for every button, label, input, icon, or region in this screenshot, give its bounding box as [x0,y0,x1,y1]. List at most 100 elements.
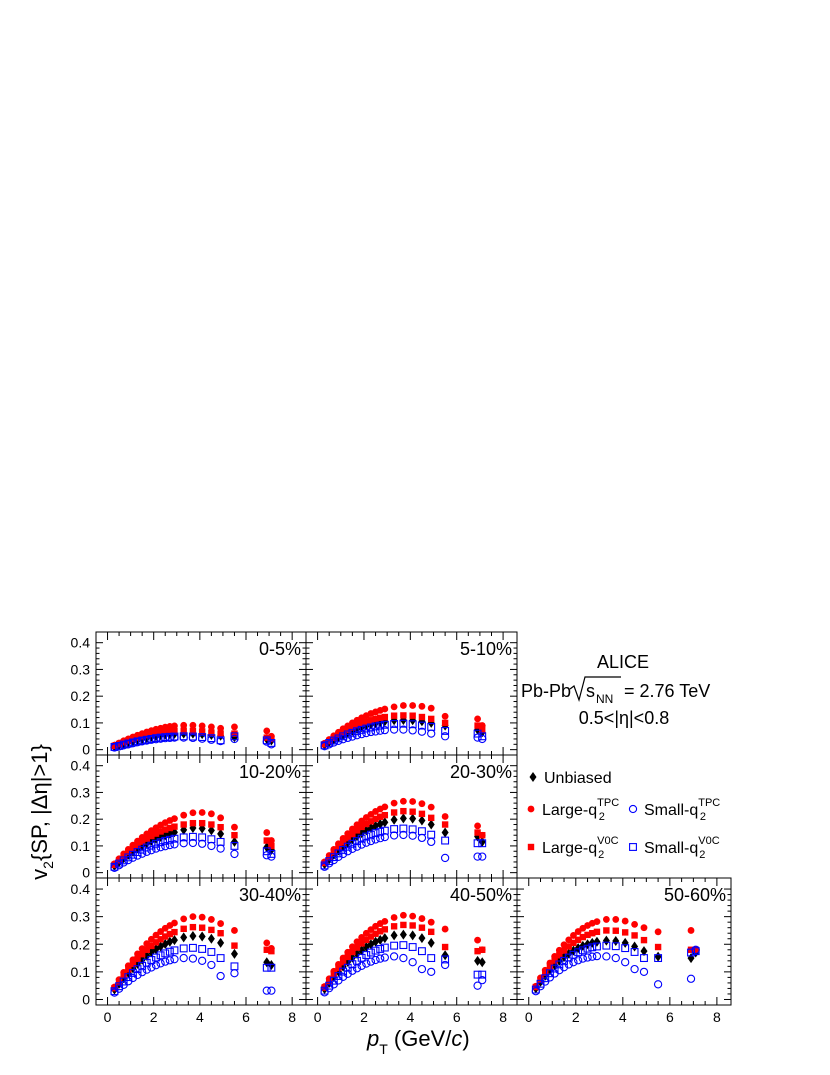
data-point [349,948,356,956]
legend-label: Small-qTPC 2 [644,797,720,823]
data-point [165,947,174,956]
data-point [565,936,573,944]
data-point [478,852,487,861]
data-point [478,831,486,839]
data-point [152,953,160,962]
data-point [262,847,271,856]
data-point [129,956,137,964]
data-point [170,946,179,955]
data-point [427,704,435,712]
svg-text:v2{SP, |Δη|>1}: v2{SP, |Δη|>1} [27,744,56,880]
data-point [147,963,156,972]
data-point [156,734,165,743]
data-point [180,915,188,923]
data-point [441,950,449,961]
legend-entry: Unbiased [529,770,612,787]
data-point [216,844,225,853]
data-point [348,728,357,737]
data-point [357,953,366,962]
data-point [230,732,239,741]
data-point [474,822,481,830]
data-point [478,722,486,729]
data-point [621,937,629,948]
data-point [207,933,215,944]
data-point [358,940,365,947]
data-point [687,927,695,934]
data-point [231,730,238,737]
data-point [541,974,550,983]
data-point [362,929,370,937]
data-point [545,969,554,978]
data-point [138,967,147,977]
data-point [593,936,601,947]
data-point [142,843,151,852]
data-point [147,846,156,855]
data-point [441,712,449,720]
y-tick-label: 0.2 [71,811,91,827]
experiment-label: ALICE [597,652,649,672]
data-point [376,813,384,820]
data-point [334,852,343,862]
sqrt-symbol [569,676,621,703]
data-point [198,924,206,931]
data-point [381,926,389,933]
centrality-label: 50-60% [664,885,726,905]
x-axis-title: pT (GeV/c) [366,1026,470,1057]
data-point [592,951,602,961]
legend-label: Small-qV0C 2 [644,835,720,861]
data-point [110,743,119,752]
data-point [165,956,174,965]
panel-20-30-pct: 20-30% [305,754,518,879]
data-point [152,931,160,939]
data-point [380,943,389,952]
data-point [170,834,179,843]
data-point [339,835,347,842]
series-small-tpc [110,733,276,752]
data-point [230,849,239,859]
data-point [536,982,545,991]
data-point [441,955,450,964]
data-point [380,725,389,735]
data-point [349,830,356,838]
data-point [372,815,379,823]
data-point [128,853,138,862]
data-point [329,738,338,747]
series-small-tpc [320,952,487,997]
data-point [362,951,371,959]
data-point [357,961,366,970]
data-point [417,721,426,730]
data-point [335,961,342,968]
data-point [344,834,351,842]
data-point [381,705,389,713]
data-point [418,702,426,710]
data-point [541,977,550,986]
data-point [198,833,207,842]
data-point [162,728,169,735]
data-point [157,828,164,835]
data-point [478,734,487,744]
data-point [207,825,215,836]
panel-50-60-pct: 0 2 4 6 8 50-60% [516,877,732,1025]
data-point [147,935,155,943]
data-point [640,936,648,944]
data-point [640,924,648,932]
data-point [138,849,147,858]
data-point [418,810,426,818]
data-point [441,813,449,820]
x-tick-label: 4 [619,1009,627,1025]
data-point [390,930,398,941]
data-point [376,834,385,843]
data-point [138,833,146,841]
x-tick-label: 2 [572,1009,580,1025]
data-point [390,941,399,950]
series-unbiased [532,935,700,994]
data-point [133,848,142,857]
data-point [157,936,164,943]
data-point [474,715,481,723]
data-point [399,941,408,950]
data-point [366,727,376,737]
data-point [408,958,417,967]
data-point [156,838,165,847]
data-point [427,967,436,977]
data-point [188,838,198,848]
